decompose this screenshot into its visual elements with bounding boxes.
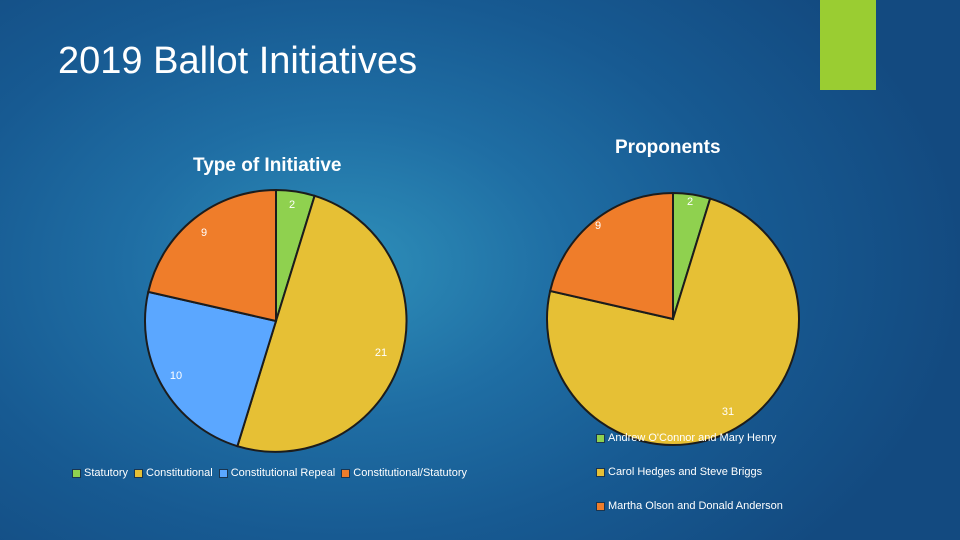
legend-swatch — [596, 467, 605, 477]
legend-swatch — [134, 468, 144, 478]
legend-proponents: Andrew O'Connor and Mary Henry Carol Hed… — [596, 432, 789, 534]
legend-label: Constitutional — [146, 467, 213, 479]
legend-swatch — [218, 468, 228, 478]
legend-item-olson-anderson: Martha Olson and Donald Anderson — [596, 500, 783, 512]
legend-item-statutory: Statutory — [72, 467, 128, 479]
legend-label: Statutory — [84, 467, 129, 479]
data-label: 2 — [687, 196, 693, 208]
data-label: 2 — [289, 199, 295, 211]
pie-slice — [546, 197, 800, 446]
legend-label: Andrew O'Connor and Mary Henry — [608, 432, 777, 444]
pie-slice — [236, 194, 408, 453]
chart-title-type: Type of Initiative — [193, 155, 342, 176]
data-label: 31 — [722, 406, 734, 418]
legend-label: Constitutional Repeal — [230, 467, 336, 479]
legend-label: Martha Olson and Donald Anderson — [608, 500, 783, 512]
legend-swatch — [72, 468, 81, 478]
page-title: 2019 Ballot Initiatives — [58, 40, 418, 82]
pie-slice — [144, 290, 278, 448]
data-label: 9 — [201, 227, 207, 239]
pie-slice — [147, 188, 277, 323]
legend-type: Statutory Constitutional Constitutional … — [72, 467, 473, 479]
legend-item-hedges-briggs: Carol Hedges and Steve Briggs — [596, 466, 783, 478]
legend-label: Constitutional/Statutory — [353, 467, 467, 479]
legend-swatch — [596, 433, 605, 443]
data-label: 9 — [595, 220, 601, 232]
legend-item-constitutional-statutory: Constitutional/Statutory — [341, 467, 467, 479]
accent-bar — [820, 0, 876, 90]
legend-item-constitutional: Constitutional — [134, 467, 213, 479]
data-label: 10 — [170, 370, 182, 382]
chart-title-proponents: Proponents — [615, 137, 721, 158]
data-label: 21 — [375, 347, 387, 359]
pie-slice — [548, 191, 674, 321]
legend-item-constitutional-repeal: Constitutional Repeal — [218, 467, 336, 479]
legend-label: Carol Hedges and Steve Briggs — [608, 466, 763, 478]
legend-item-oconnor-henry: Andrew O'Connor and Mary Henry — [596, 432, 783, 444]
legend-swatch — [341, 468, 351, 478]
legend-swatch — [596, 501, 605, 511]
